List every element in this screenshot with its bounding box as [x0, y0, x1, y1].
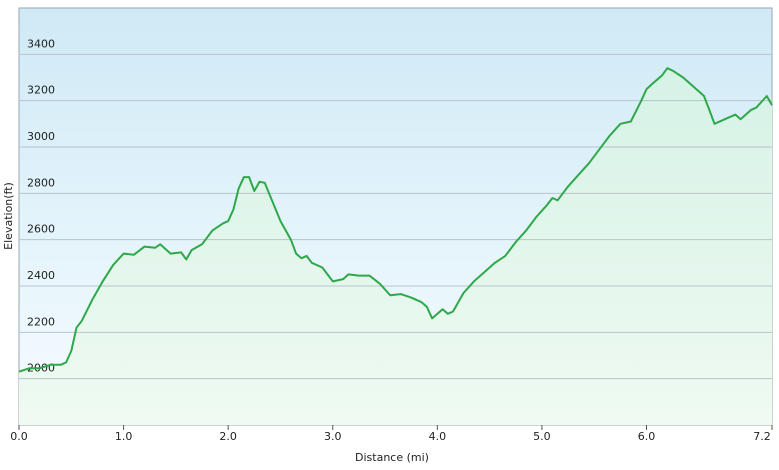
elevation-area: [19, 68, 772, 425]
y-tick-label: 3200: [27, 84, 55, 97]
y-axis-title: Elevation(ft): [2, 182, 15, 250]
y-tick-label: 2400: [27, 269, 55, 282]
elevation-line: [18, 67, 773, 373]
x-tick-label: 6.0: [638, 430, 656, 443]
x-tick-label: 3.0: [324, 430, 342, 443]
x-tick-label: 1.0: [115, 430, 133, 443]
x-tick-label: 2.0: [219, 430, 237, 443]
y-tick-label: 3000: [27, 130, 55, 143]
x-tick-label: 0.0: [10, 430, 28, 443]
y-tick-label: 2800: [27, 176, 55, 189]
x-axis-title: Distance (mi): [355, 451, 429, 464]
y-tick-label: 2200: [27, 315, 55, 328]
x-tick-label: 7.2: [753, 430, 771, 443]
y-tick-label: 2600: [27, 223, 55, 236]
x-tick-label: 4.0: [429, 430, 447, 443]
y-tick-label: 3400: [27, 37, 55, 50]
x-tick-label: 5.0: [533, 430, 551, 443]
